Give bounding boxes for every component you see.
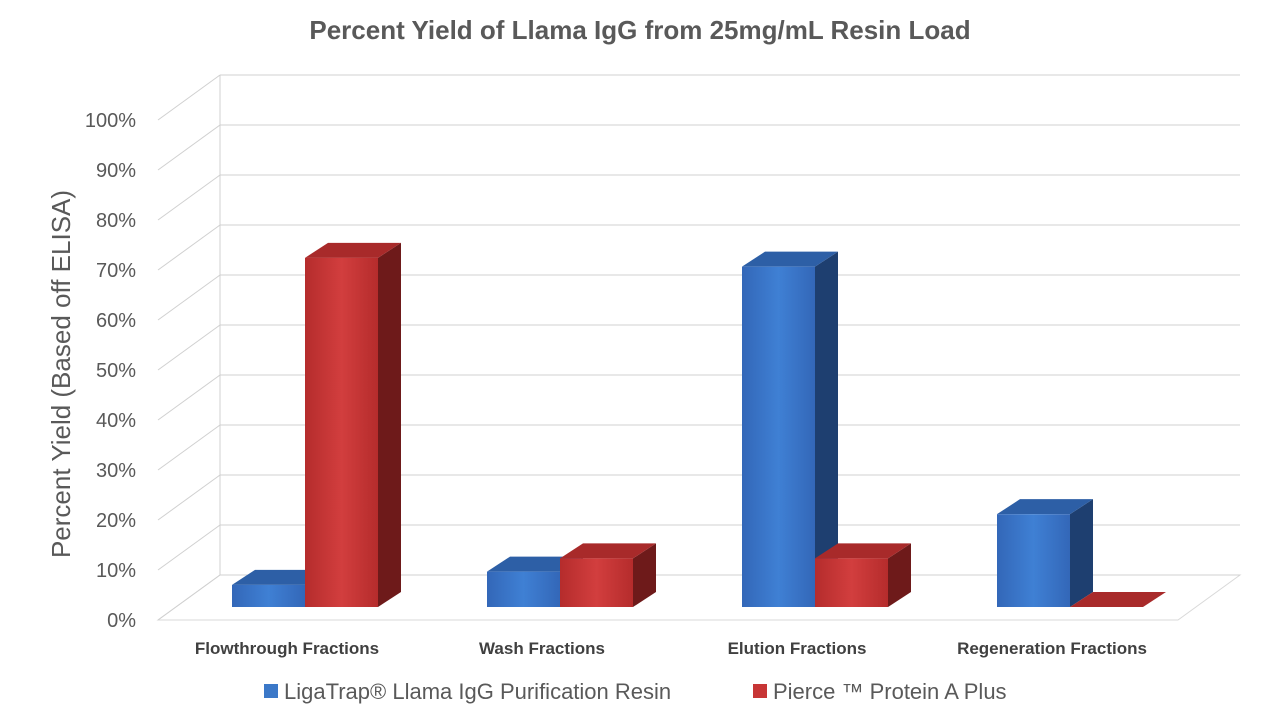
gridline-side <box>157 174 221 221</box>
bar-top <box>815 543 911 559</box>
legend-item-ligatrap: LigaTrap® Llama IgG Purification Resin <box>264 679 671 704</box>
legend-swatch-ligatrap <box>264 684 278 698</box>
bar-pierce <box>305 242 401 607</box>
bar-top <box>232 569 328 585</box>
y-tick-label: 40% <box>96 410 136 432</box>
bar-side <box>888 543 911 607</box>
bars <box>232 242 1166 607</box>
gridline-side <box>157 424 221 471</box>
gridline-side <box>157 124 221 171</box>
legend: LigaTrap® Llama IgG Purification Resin P… <box>264 679 1007 704</box>
bar-top <box>997 499 1093 515</box>
legend-label-ligatrap: LigaTrap® Llama IgG Purification Resin <box>284 679 671 704</box>
y-tick-label: 50% <box>96 360 136 382</box>
bar-side <box>815 251 838 607</box>
bar-pierce <box>1070 592 1166 607</box>
bar-ligatrap <box>742 251 838 607</box>
gridline-side <box>157 524 221 571</box>
y-axis-label: Percent Yield (Based off ELISA) <box>46 190 76 558</box>
gridline-side <box>157 324 221 371</box>
bar-top <box>742 251 838 267</box>
y-tick-label: 10% <box>96 560 136 582</box>
gridline-side <box>157 224 221 271</box>
bar-top <box>487 556 583 572</box>
y-tick-label: 20% <box>96 510 136 532</box>
bar-top <box>1070 592 1166 607</box>
gridline-side <box>157 474 221 521</box>
legend-swatch-pierce <box>753 684 767 698</box>
bar-top <box>560 543 656 559</box>
y-tick-label: 100% <box>85 110 136 132</box>
y-tick-label: 70% <box>96 260 136 282</box>
bar-front <box>232 584 305 607</box>
chart-title: Percent Yield of Llama IgG from 25mg/mL … <box>309 15 970 45</box>
bar-front <box>560 558 633 607</box>
gridline-side <box>157 274 221 321</box>
category-label: Flowthrough Fractions <box>195 639 379 658</box>
bar-pierce <box>815 543 911 607</box>
bar-front <box>815 558 888 607</box>
category-label: Elution Fractions <box>728 639 867 658</box>
y-tick-labels: 0% 10% 20% 30% 40% 50% 60% 70% 80% 90% 100% <box>85 110 136 632</box>
y-tick-label: 90% <box>96 160 136 182</box>
legend-item-pierce: Pierce ™ Protein A Plus <box>753 679 1007 704</box>
y-tick-label: 0% <box>107 610 136 632</box>
bar-side <box>378 242 401 607</box>
bar-front <box>305 257 378 607</box>
category-label: Regeneration Fractions <box>957 639 1147 658</box>
bar-top <box>305 242 401 258</box>
y-tick-label: 60% <box>96 310 136 332</box>
gridline-side <box>157 74 221 121</box>
y-tick-label: 30% <box>96 460 136 482</box>
gridline-side <box>157 374 221 421</box>
y-tick-label: 80% <box>96 210 136 232</box>
legend-label-pierce: Pierce ™ Protein A Plus <box>773 679 1007 704</box>
category-label: Wash Fractions <box>479 639 605 658</box>
bar-pierce <box>560 543 656 607</box>
bar-front <box>997 514 1070 607</box>
bar-ligatrap <box>997 499 1093 607</box>
bar-side <box>1070 499 1093 607</box>
bar-front <box>742 266 815 607</box>
gridline-side <box>157 574 221 621</box>
category-labels: Flowthrough Fractions Wash Fractions Eluti… <box>195 639 1147 658</box>
bar-side <box>633 543 656 607</box>
bar-front <box>487 571 560 607</box>
